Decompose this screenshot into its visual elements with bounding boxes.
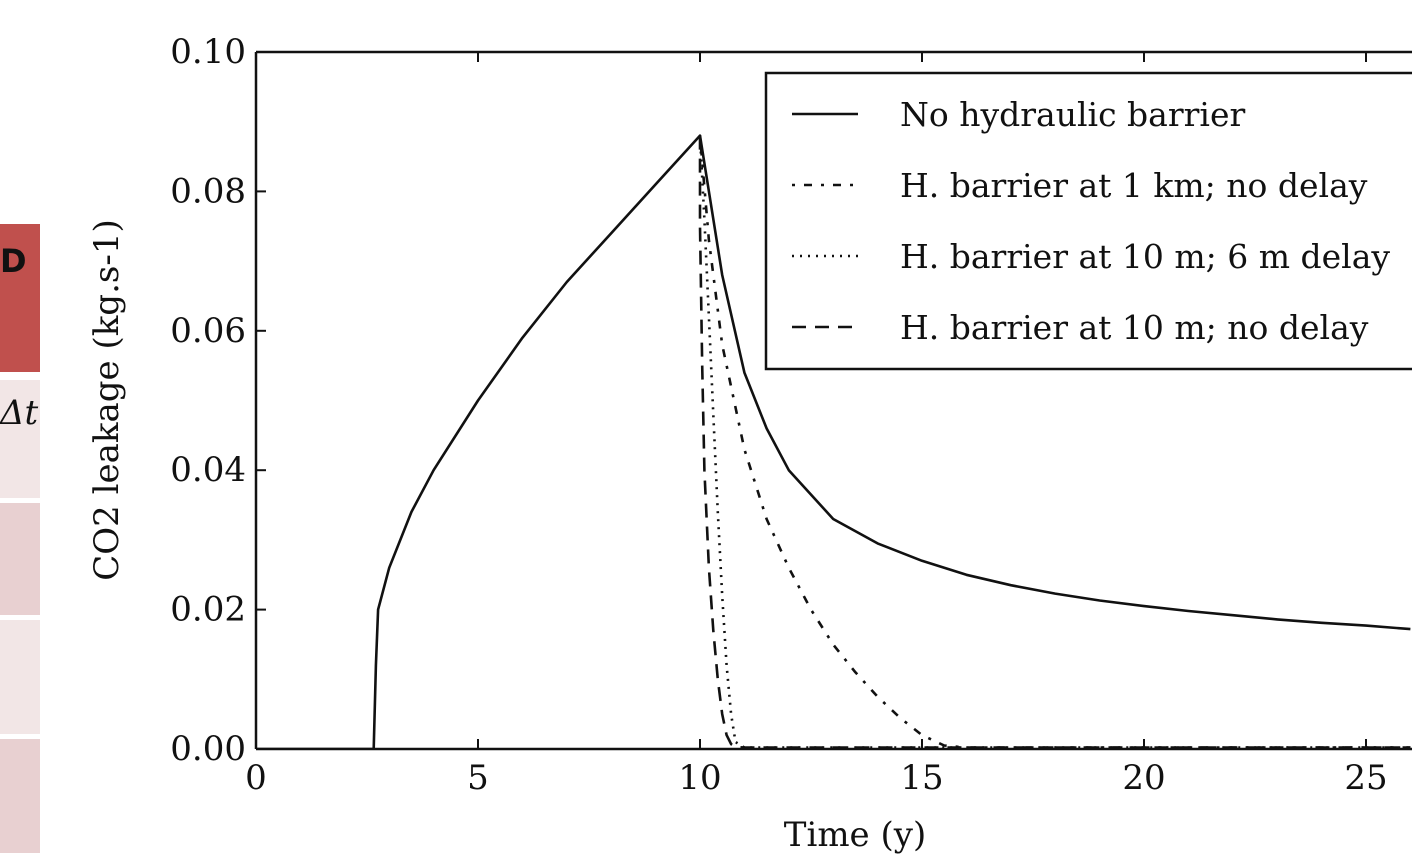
side-table-row — [0, 739, 40, 853]
series-line-0 — [256, 134, 1411, 749]
side-table-header-text: D — [0, 242, 27, 280]
x-axis-label: Time (y) — [784, 815, 926, 855]
y-tick-label: 0.02 — [170, 590, 246, 630]
side-table-row — [0, 380, 40, 498]
x-tick-label: 25 — [1344, 758, 1387, 798]
x-tick-label: 5 — [467, 758, 489, 798]
x-tick-label: 10 — [678, 758, 721, 798]
ticks: 0 5 10 15 20 25 0.00 0.02 0.04 0.06 0.08 0.10 — [170, 32, 1387, 798]
legend: No hydraulic barrier H. barrier at 1 km; … — [764, 71, 1412, 371]
legend-label-3: H. barrier at 10 m; no delay — [900, 308, 1369, 347]
legend-label-0: No hydraulic barrier — [900, 95, 1245, 134]
side-table-row — [0, 620, 40, 734]
side-table-row — [0, 503, 40, 615]
legend-label-1: H. barrier at 1 km; no delay — [900, 166, 1368, 205]
side-table: D Δt — [0, 0, 40, 861]
y-axis-label: CO2 leakage (kg.s-1) — [87, 219, 127, 580]
side-table-row-text: Δt — [0, 393, 39, 433]
y-tick-label: 0.06 — [170, 311, 246, 351]
x-tick-label: 0 — [245, 758, 267, 798]
y-tick-label: 0.04 — [170, 450, 246, 490]
x-tick-label: 20 — [1122, 758, 1165, 798]
axes — [254, 50, 1412, 751]
series-line-3 — [698, 135, 1411, 749]
y-tick-label: 0.08 — [170, 171, 246, 211]
x-tick-label: 15 — [900, 758, 943, 798]
legend-label-2: H. barrier at 10 m; 6 m delay — [900, 237, 1390, 276]
y-tick-label: 0.00 — [170, 729, 246, 769]
y-tick-label: 0.10 — [170, 32, 246, 72]
side-table-header-cell — [0, 224, 40, 372]
legend-frame — [764, 71, 1412, 371]
